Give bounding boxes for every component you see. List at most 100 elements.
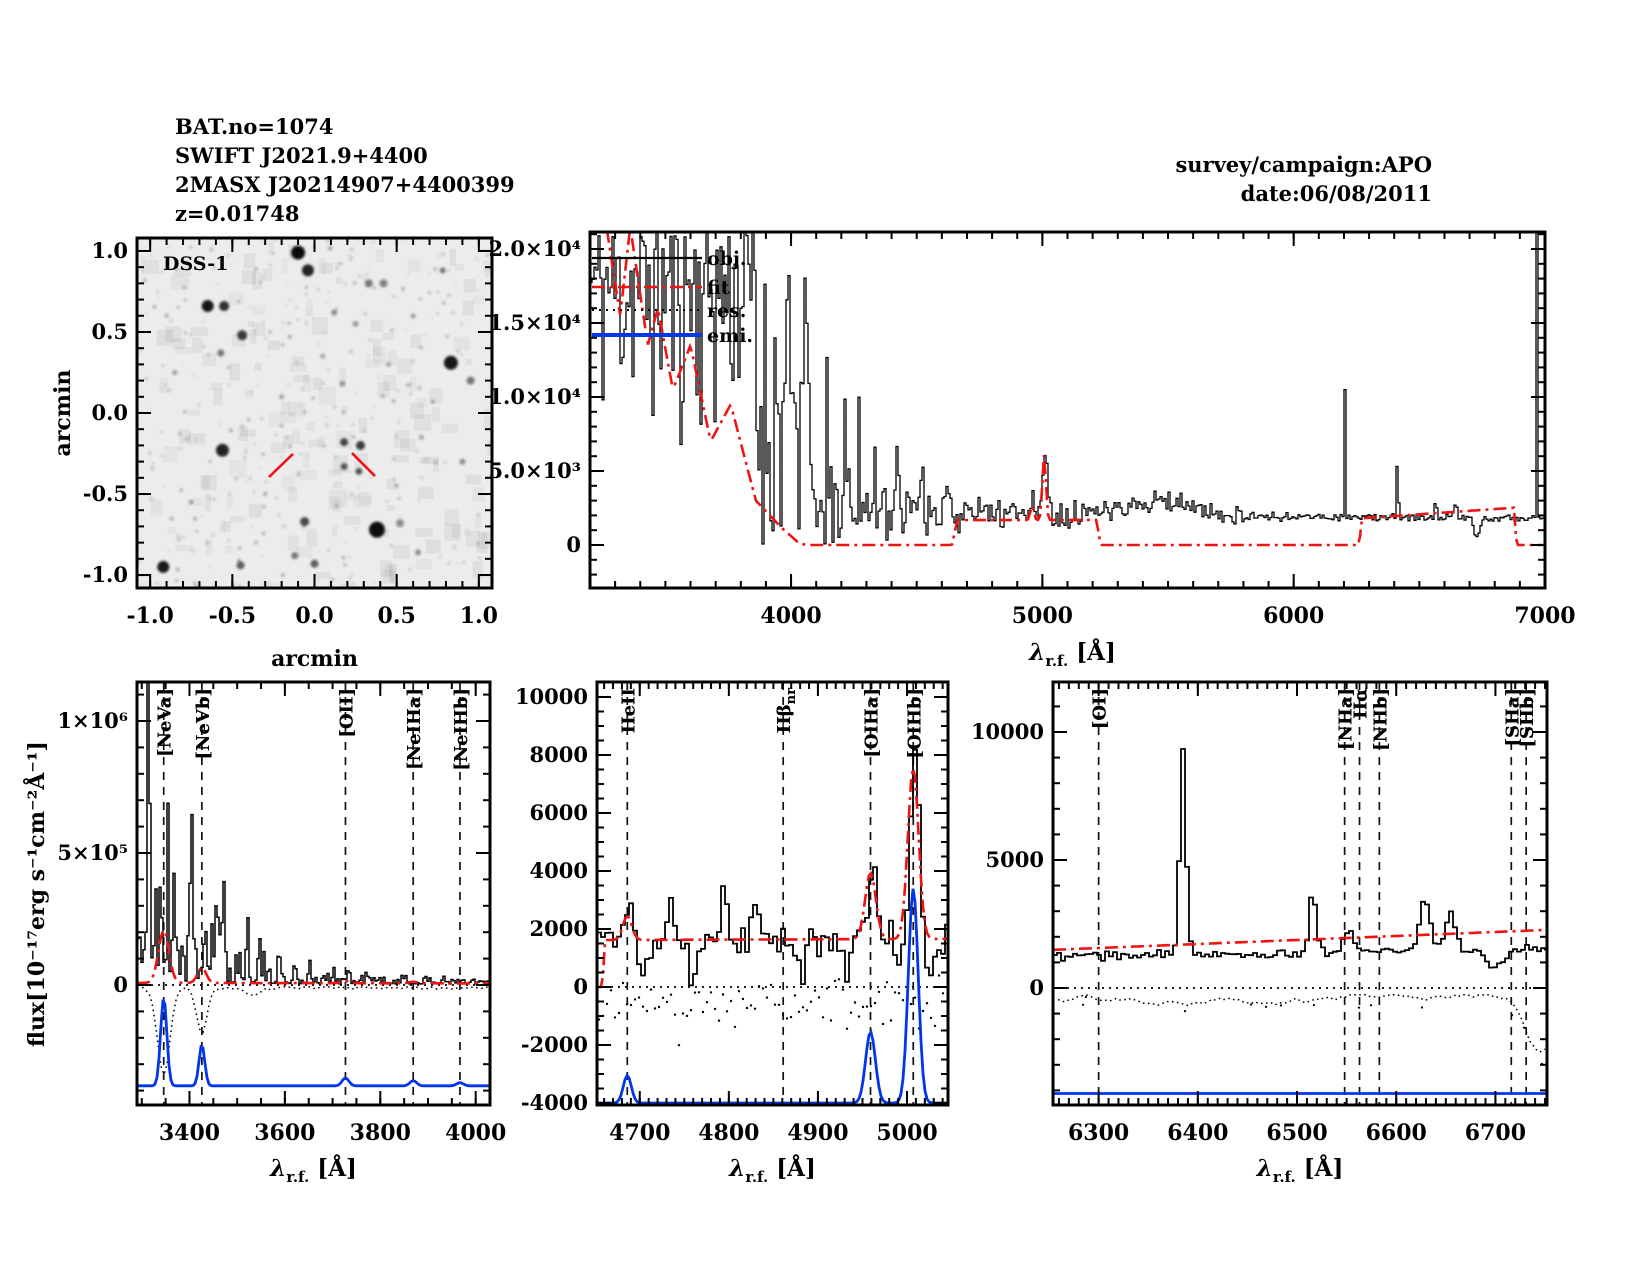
- residual-dot: [913, 996, 917, 999]
- residual-dot: [765, 996, 769, 999]
- emission-line-label: [NeIIIa]: [404, 688, 425, 770]
- residual-dot: [753, 1007, 757, 1010]
- residual-dot: [733, 1025, 737, 1029]
- residual-dot: [713, 1007, 717, 1011]
- y-tick-label: -1.0: [83, 562, 128, 587]
- y-tick-label: 0.5: [91, 319, 128, 344]
- x-tick-label: 6700: [1465, 1120, 1526, 1146]
- residual-dot: [933, 1024, 937, 1028]
- residual-dot: [681, 1012, 685, 1015]
- emission-line-label: [OII]: [336, 688, 357, 738]
- residual-dot: [1264, 1005, 1268, 1009]
- panel-dss-finding-chart: -1.0 -0.5 0.0 0.5 1.0 1.0 0.5 0.0 -0.5 -1.0 DSS-1 a…: [50, 236, 498, 672]
- residual-dot: [657, 1005, 661, 1009]
- star: [466, 376, 475, 385]
- obj-spectrum: [590, 232, 1545, 545]
- emission-line-label: HeII: [618, 688, 639, 733]
- residual-dot: [665, 1000, 669, 1004]
- residual-dot: [605, 1002, 609, 1006]
- target-marker-line: [268, 453, 294, 478]
- x-tick-label: 1.0: [460, 603, 498, 629]
- residual-dot: [861, 1005, 865, 1009]
- residual-dot: [893, 991, 897, 994]
- dss-survey-label: DSS-1: [163, 253, 228, 275]
- panel-content-bl: [NeVa] [NeVb] [OII] [NeIIIa] [NeIIIb]: [137, 682, 490, 1105]
- star: [291, 552, 299, 560]
- y-tick-label: 0: [566, 532, 581, 557]
- star: [394, 483, 399, 488]
- residual-dot: [749, 1004, 753, 1007]
- residual-dot: [1084, 995, 1088, 999]
- star: [310, 559, 319, 568]
- residual-dot: [877, 990, 881, 994]
- residual-dot: [809, 1000, 813, 1003]
- emission-line-label: [NIIa]: [1336, 688, 1357, 750]
- residual-dot: [841, 988, 845, 991]
- x-tick-label: 3400: [159, 1120, 220, 1146]
- residual-dot: [609, 989, 613, 992]
- residual-dot: [745, 1006, 749, 1010]
- residual-dot: [869, 1005, 873, 1008]
- star: [379, 279, 388, 288]
- star: [287, 334, 292, 339]
- residual-dot: [849, 1011, 853, 1014]
- y-tick-label: 0: [1029, 975, 1044, 1000]
- residual-dot: [1369, 1004, 1373, 1007]
- residual-dot: [889, 1019, 893, 1022]
- y-tick-label: 8000: [530, 742, 588, 767]
- residual-dot: [693, 991, 697, 994]
- x-tick-label: 7000: [1514, 603, 1575, 629]
- residual-curve: [1053, 993, 1546, 1053]
- star: [443, 355, 458, 370]
- dss-mottle: [141, 241, 492, 588]
- flux-y-axis-title: flux[10⁻¹⁷erg s⁻¹cm⁻²Å⁻¹]: [23, 741, 50, 1047]
- x-tick-label: 6500: [1266, 1120, 1327, 1146]
- x-tick-label: -1.0: [126, 603, 173, 629]
- residual-dot: [937, 974, 941, 977]
- emission-line-label: [SIIa]: [1502, 688, 1523, 747]
- y-tick-label: 5000: [986, 847, 1044, 872]
- residual-dot: [1183, 1010, 1187, 1013]
- panel-frame: [588, 230, 1547, 590]
- observation-info-block: survey/campaign:APO date:06/08/2011: [1175, 150, 1432, 208]
- y-tick-label: 1.5×10⁴: [488, 310, 581, 335]
- emission-line-label: [SIIb]: [1517, 688, 1538, 747]
- residual-curve: [137, 985, 489, 1077]
- residual-dot: [833, 979, 837, 983]
- x-tick-label: 0.0: [295, 603, 333, 629]
- emission-line-label: Hα: [1351, 688, 1372, 719]
- residual-dot: [689, 1009, 693, 1012]
- residual-dot: [617, 1011, 621, 1015]
- star: [355, 467, 363, 475]
- x-axis-title: λr.f. [Å]: [269, 1155, 357, 1186]
- y-tick-label: 6000: [530, 800, 588, 825]
- residual-dot: [1249, 1003, 1253, 1006]
- x-tick-label: 4900: [787, 1120, 848, 1146]
- residual-dot: [881, 1022, 885, 1026]
- star: [172, 369, 178, 375]
- emission-line-label: [OII]: [336, 688, 357, 738]
- star: [340, 462, 348, 470]
- y-tick-label: 1.0: [91, 238, 128, 263]
- legend-label-obj: obj.: [707, 248, 746, 270]
- residual-dot: [621, 981, 625, 985]
- emission-line-label: [NeIIIa]: [404, 688, 425, 770]
- emission-line-label: [NeIIIb]: [451, 688, 472, 771]
- residual-dot: [773, 1003, 777, 1006]
- star: [300, 517, 310, 527]
- panel-bl: [NeVa] [NeVb] [OII] [NeIIIa] [NeIIIb] 3400 360…: [57, 680, 506, 1186]
- emission-line-label: [SIIb]: [1517, 688, 1538, 747]
- star: [188, 499, 194, 505]
- x-axis-title: λr.f. [Å]: [728, 1155, 816, 1186]
- emission-line-label: [OIIIb]: [904, 688, 925, 759]
- x-tick-label: 4800: [698, 1120, 759, 1146]
- dss-y-axis-title: arcmin: [50, 370, 76, 457]
- x-tick-label: 6400: [1167, 1120, 1228, 1146]
- y-tick-label: -2000: [521, 1032, 588, 1057]
- residual-dot: [845, 1027, 849, 1031]
- y-tick-label: 2000: [530, 916, 588, 941]
- residual-dot: [873, 1001, 877, 1005]
- y-tick-label: 4000: [530, 858, 588, 883]
- fit-curve: [606, 232, 1544, 547]
